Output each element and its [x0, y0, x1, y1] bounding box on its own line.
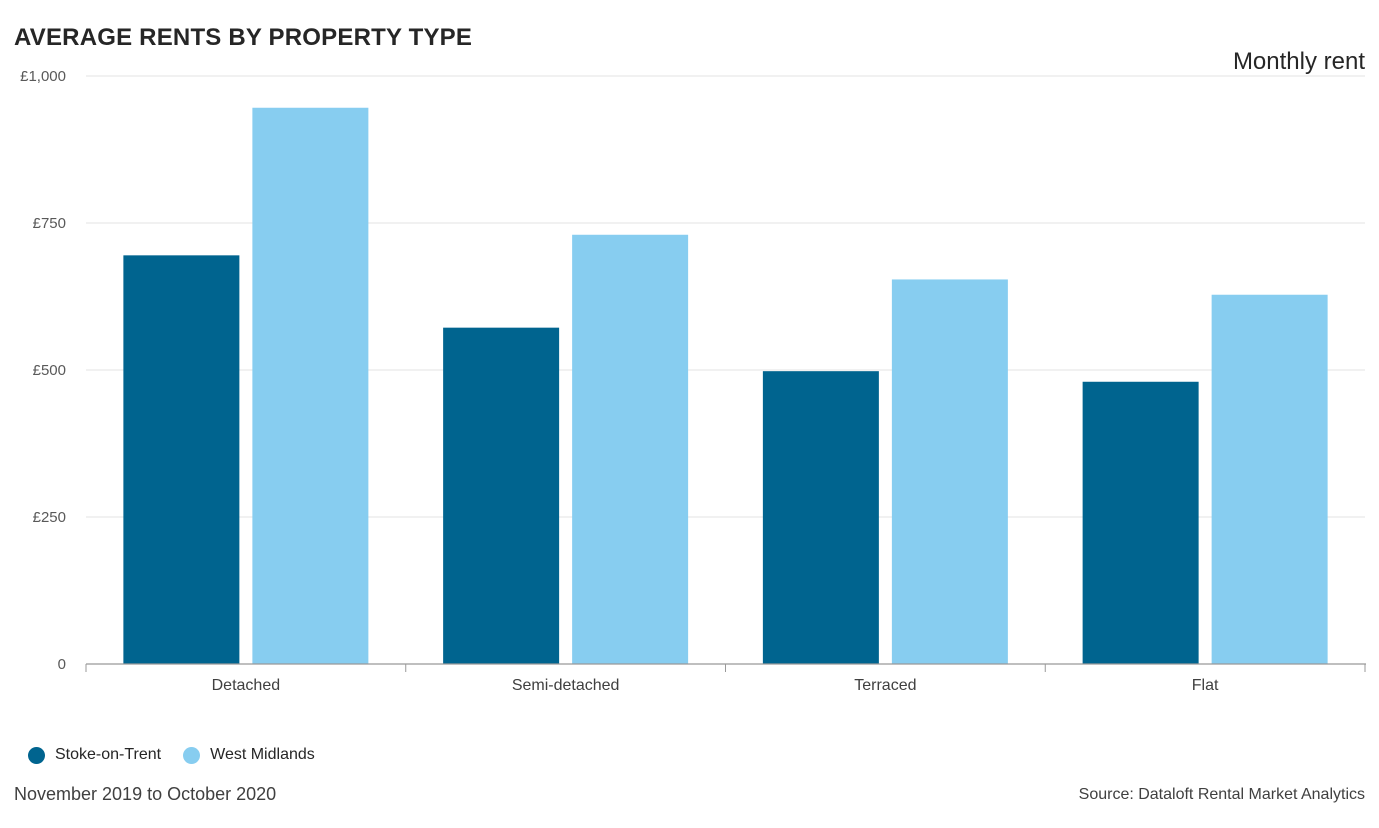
- bar-stoke-on-trent-flat: [1082, 381, 1199, 664]
- x-tick-label: Terraced: [854, 677, 916, 694]
- legend-swatch-stoke: [28, 746, 45, 764]
- y-tick-label: 0: [58, 656, 66, 673]
- y-tick-label: £250: [33, 509, 66, 526]
- bar-west-midlands-detached: [252, 107, 369, 664]
- legend-swatch-west-midlands: [183, 746, 201, 764]
- y-tick-label: £1,000: [20, 68, 66, 85]
- bar-stoke-on-trent-semi-detached: [443, 327, 560, 664]
- bars: [123, 107, 1328, 664]
- x-tick-label: Semi-detached: [512, 677, 620, 694]
- axes: 0 £250 £500 £750 £1,000 Detached Semi-detached…: [20, 68, 1366, 694]
- bar-west-midlands-semi-detached: [572, 234, 689, 664]
- bar-west-midlands-terraced: [891, 279, 1008, 664]
- chart-subtitle: Monthly rent: [1232, 48, 1365, 75]
- legend-item-west-midlands[interactable]: West Midlands: [183, 746, 315, 764]
- legend-label-west-midlands: West Midlands: [210, 746, 315, 763]
- legend: Stoke-on-Trent West Midlands: [28, 746, 337, 764]
- x-tick-label: Flat: [1192, 677, 1219, 694]
- source-note: Source: Dataloft Rental Market Analytics: [1078, 786, 1365, 803]
- bar-west-midlands-flat: [1211, 294, 1328, 664]
- y-tick-label: £750: [33, 215, 66, 232]
- legend-label-stoke: Stoke-on-Trent: [55, 746, 162, 763]
- date-range: November 2019 to October 2020: [14, 784, 277, 804]
- x-tick-label: Detached: [212, 677, 281, 694]
- bar-chart: 0 £250 £500 £750 £1,000 Detached Semi-detached…: [20, 68, 1366, 694]
- bar-stoke-on-trent-detached: [123, 255, 240, 664]
- legend-item-stoke[interactable]: Stoke-on-Trent: [28, 746, 161, 764]
- y-tick-label: £500: [33, 362, 66, 379]
- chart-title: AVERAGE RENTS BY PROPERTY TYPE: [14, 24, 473, 51]
- bar-stoke-on-trent-terraced: [762, 371, 879, 664]
